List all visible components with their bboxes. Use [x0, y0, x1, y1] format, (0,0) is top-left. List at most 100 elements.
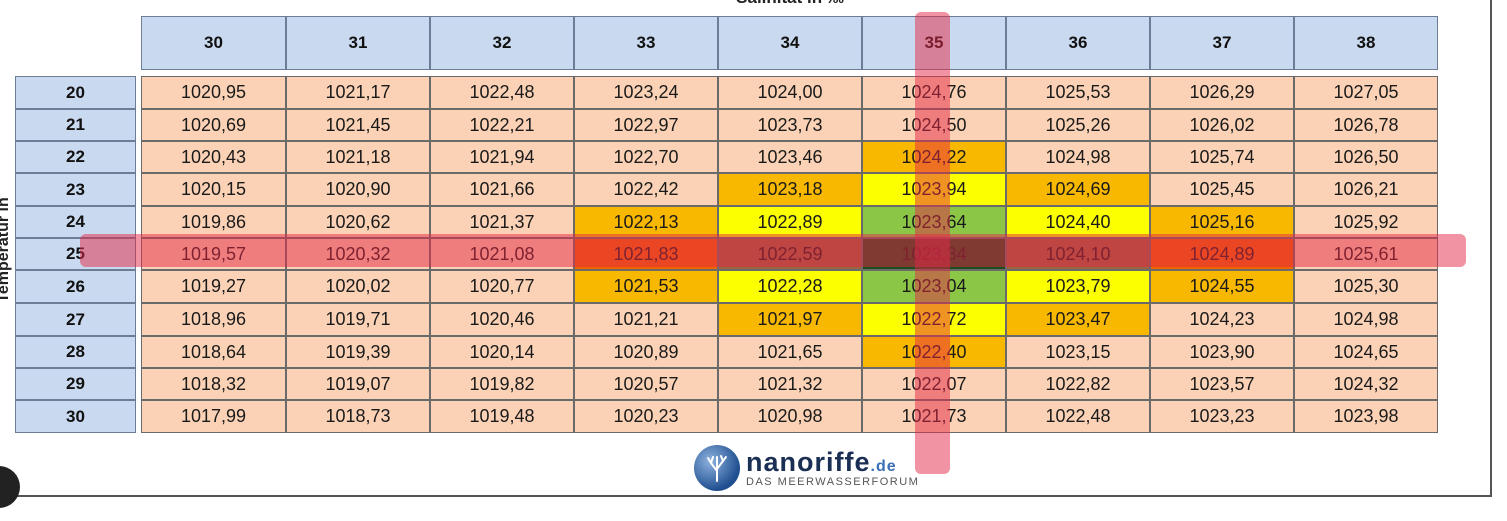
table-cell: 1025,74: [1150, 141, 1294, 173]
temperature-axis-label: Temperatur in °C: [0, 197, 30, 303]
table-cell: 1022,48: [1006, 400, 1150, 433]
table-cell: 1020,89: [574, 336, 718, 368]
table-cell: 1025,45: [1150, 173, 1294, 206]
table-cell: 1022,82: [1006, 368, 1150, 400]
column-header-31: 31: [286, 16, 430, 70]
table-cell: 1025,61: [1294, 238, 1438, 270]
table-cell: 1025,16: [1150, 206, 1294, 238]
table-cell: 1023,46: [718, 141, 862, 173]
table-cell: 1022,97: [574, 109, 718, 141]
table-cell: 1019,07: [286, 368, 430, 400]
table-cell: 1025,53: [1006, 76, 1150, 109]
column-header-37: 37: [1150, 16, 1294, 70]
table-cell: 1023,79: [1006, 270, 1150, 303]
frame-border-right: [1490, 0, 1492, 497]
row-header-25: 25: [15, 238, 136, 270]
table-cell: 1021,45: [286, 109, 430, 141]
column-header-30: 30: [141, 16, 286, 70]
table-cell: 1023,34: [862, 238, 1006, 270]
table-cell: 1020,77: [430, 270, 574, 303]
table-cell: 1018,73: [286, 400, 430, 433]
table-cell: 1020,46: [430, 303, 574, 336]
table-cell: 1026,21: [1294, 173, 1438, 206]
table-cell: 1020,32: [286, 238, 430, 270]
row-header-22: 22: [15, 141, 136, 173]
table-cell: 1026,78: [1294, 109, 1438, 141]
table-cell: 1023,94: [862, 173, 1006, 206]
table-cell: 1017,99: [141, 400, 286, 433]
table-cell: 1020,02: [286, 270, 430, 303]
table-cell: 1023,57: [1150, 368, 1294, 400]
table-cell: 1026,29: [1150, 76, 1294, 109]
row-header-28: 28: [15, 336, 136, 368]
table-cell: 1020,90: [286, 173, 430, 206]
table-cell: 1023,23: [1150, 400, 1294, 433]
row-header-23: 23: [15, 173, 136, 206]
table-cell: 1021,94: [430, 141, 574, 173]
logo-name: nanoriffe: [746, 446, 871, 477]
table-cell: 1023,47: [1006, 303, 1150, 336]
table-cell: 1020,57: [574, 368, 718, 400]
table-cell: 1026,02: [1150, 109, 1294, 141]
table-cell: 1025,30: [1294, 270, 1438, 303]
table-cell: 1020,15: [141, 173, 286, 206]
nanoriffe-logo: nanoriffe.de DAS MEERWASSERFORUM: [694, 444, 934, 492]
logo-tagline: DAS MEERWASSERFORUM: [746, 475, 920, 488]
column-header-35: 35: [862, 16, 1006, 70]
table-cell: 1024,69: [1006, 173, 1150, 206]
table-cell: 1021,17: [286, 76, 430, 109]
coral-logo-icon: [694, 445, 740, 491]
table-cell: 1021,83: [574, 238, 718, 270]
table-cell: 1022,21: [430, 109, 574, 141]
table-cell: 1024,22: [862, 141, 1006, 173]
table-cell: 1020,43: [141, 141, 286, 173]
column-header-34: 34: [718, 16, 862, 70]
row-header-20: 20: [15, 76, 136, 109]
table-cell: 1019,82: [430, 368, 574, 400]
frame-border-bottom: [0, 495, 1492, 497]
table-cell: 1019,48: [430, 400, 574, 433]
corner-shape: [0, 466, 20, 508]
table-cell: 1018,64: [141, 336, 286, 368]
table-cell: 1024,98: [1294, 303, 1438, 336]
table-cell: 1022,59: [718, 238, 862, 270]
table-cell: 1022,42: [574, 173, 718, 206]
table-cell: 1022,13: [574, 206, 718, 238]
table-cell: 1020,95: [141, 76, 286, 109]
table-cell: 1020,69: [141, 109, 286, 141]
table-cell: 1023,64: [862, 206, 1006, 238]
logo-wordmark: nanoriffe.de DAS MEERWASSERFORUM: [746, 446, 920, 488]
table-cell: 1019,27: [141, 270, 286, 303]
row-header-30: 30: [15, 400, 136, 433]
table-cell: 1023,73: [718, 109, 862, 141]
table-cell: 1024,76: [862, 76, 1006, 109]
table-cell: 1024,50: [862, 109, 1006, 141]
table-cell: 1023,98: [1294, 400, 1438, 433]
table-cell: 1021,97: [718, 303, 862, 336]
table-cell: 1024,65: [1294, 336, 1438, 368]
table-cell: 1022,40: [862, 336, 1006, 368]
table-cell: 1019,86: [141, 206, 286, 238]
table-cell: 1021,18: [286, 141, 430, 173]
table-cell: 1019,39: [286, 336, 430, 368]
column-header-32: 32: [430, 16, 574, 70]
table-cell: 1021,73: [862, 400, 1006, 433]
salinity-title: Salinität in ‰: [640, 0, 940, 8]
row-header-26: 26: [15, 270, 136, 303]
table-cell: 1020,98: [718, 400, 862, 433]
table-cell: 1019,57: [141, 238, 286, 270]
row-header-24: 24: [15, 206, 136, 238]
table-cell: 1021,65: [718, 336, 862, 368]
table-cell: 1021,66: [430, 173, 574, 206]
table-cell: 1020,14: [430, 336, 574, 368]
table-cell: 1020,23: [574, 400, 718, 433]
table-cell: 1021,08: [430, 238, 574, 270]
table-cell: 1020,62: [286, 206, 430, 238]
table-cell: 1019,71: [286, 303, 430, 336]
table-cell: 1024,00: [718, 76, 862, 109]
table-cell: 1021,37: [430, 206, 574, 238]
table-cell: 1022,89: [718, 206, 862, 238]
table-cell: 1022,28: [718, 270, 862, 303]
logo-tld: .de: [870, 457, 897, 475]
table-cell: 1023,04: [862, 270, 1006, 303]
